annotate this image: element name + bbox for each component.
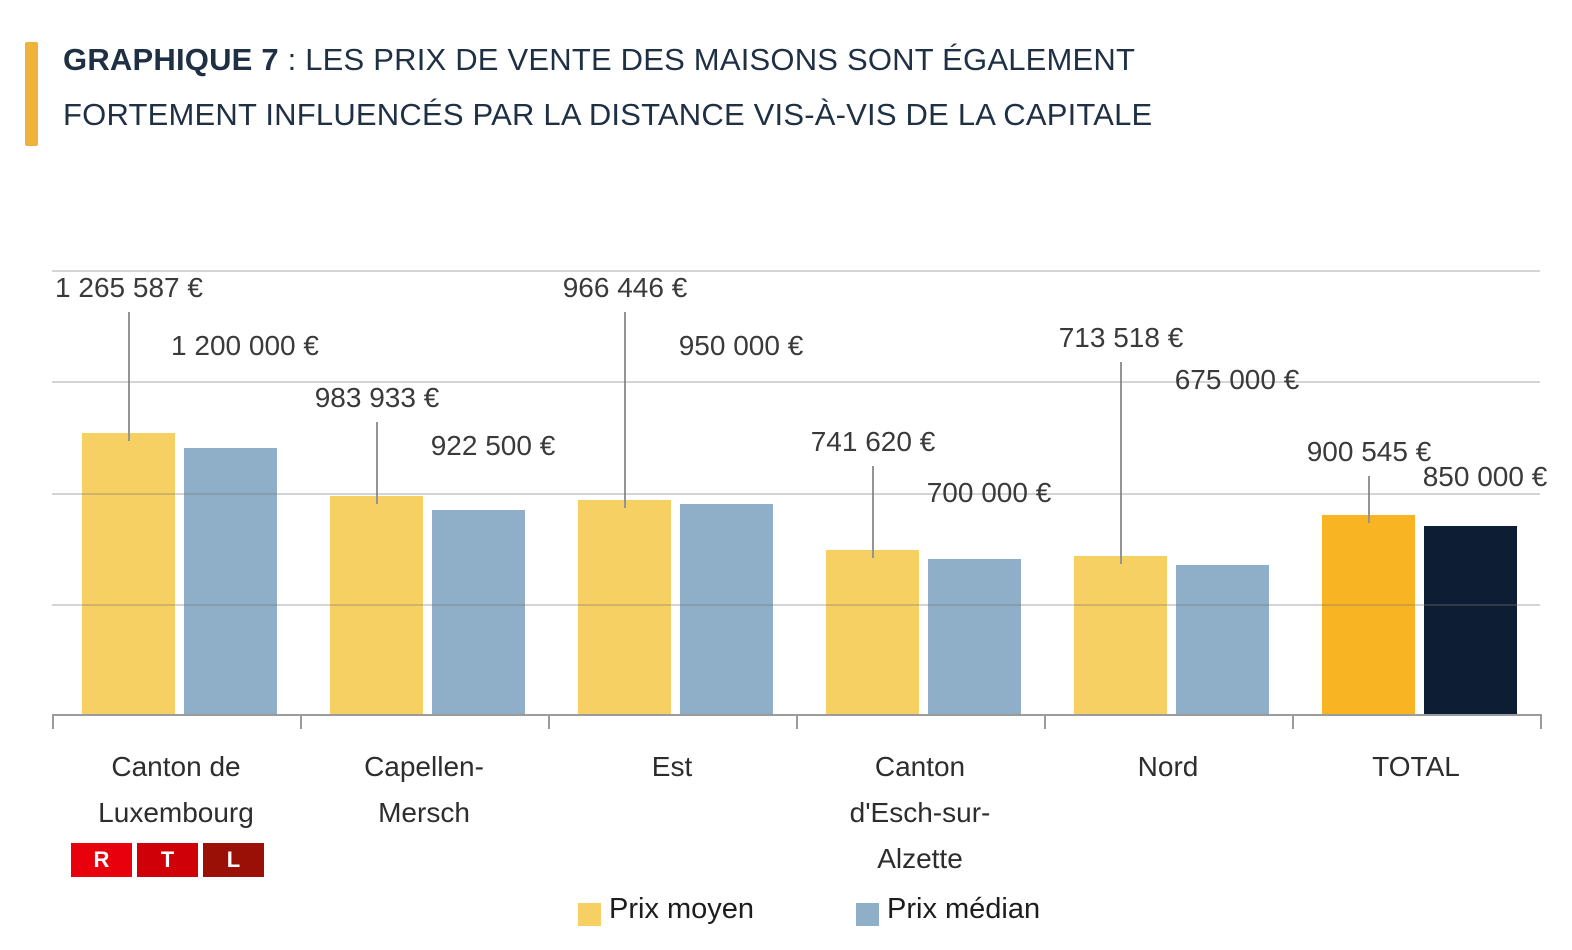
axis-tick — [796, 715, 798, 729]
category-label-line: Canton — [874, 751, 966, 782]
leader-line — [1368, 476, 1370, 523]
rtl-logo: R T L — [71, 843, 264, 877]
category-label-line: TOTAL — [1372, 751, 1460, 782]
category-label: TOTAL — [1372, 744, 1460, 790]
axis-tick — [300, 715, 302, 729]
bar-prix-moyen — [826, 549, 919, 715]
axis-tick — [1044, 715, 1046, 729]
gridline — [52, 381, 1540, 384]
axis-tick — [52, 715, 54, 729]
value-label-prix-median: 1 200 000 € — [171, 330, 319, 361]
value-label-prix-moyen: 1 265 587 € — [55, 272, 203, 303]
rtl-logo-letter-l: L — [203, 843, 264, 877]
category-label-line: d'Esch-sur- — [849, 797, 991, 828]
category-label-line: Luxembourg — [98, 797, 254, 828]
rtl-logo-letter-t: T — [137, 843, 198, 877]
title-accent-bar — [25, 42, 38, 146]
category-label: Nord — [1138, 744, 1199, 790]
gridline — [52, 270, 1540, 272]
page-title-line2: FORTEMENT INFLUENCÉS PAR LA DISTANCE VIS… — [63, 97, 1153, 132]
bar-prix-median — [184, 448, 277, 715]
bar-prix-median — [928, 559, 1021, 715]
value-label-prix-moyen: 966 446 € — [562, 272, 688, 303]
category-label-line: Nord — [1137, 751, 1199, 782]
bar-prix-moyen — [82, 433, 175, 715]
gridline — [52, 603, 1540, 606]
bar-prix-moyen — [1322, 514, 1415, 715]
leader-line — [1120, 362, 1122, 565]
leader-line — [872, 466, 874, 558]
category-label-line: Est — [651, 751, 693, 782]
bar-prix-median — [432, 509, 525, 715]
value-label-prix-median: 850 000 € — [1422, 461, 1548, 492]
value-label-prix-median: 950 000 € — [678, 330, 804, 361]
value-label-prix-moyen: 741 620 € — [810, 426, 936, 457]
page-title-line1-rest: : LES PRIX DE VENTE DES MAISONS SONT ÉGA… — [278, 42, 1136, 77]
leader-line — [128, 312, 130, 442]
value-label-prix-median: 700 000 € — [926, 477, 1052, 508]
rtl-logo-letter-r: R — [71, 843, 132, 877]
value-label-prix-median: 922 500 € — [430, 430, 556, 461]
gridline — [52, 492, 1540, 495]
value-label-prix-median: 675 000 € — [1174, 364, 1300, 395]
axis-tick — [1540, 715, 1542, 729]
category-label-line: Capellen- — [364, 751, 484, 782]
page-title: GRAPHIQUE 7 : LES PRIX DE VENTE DES MAIS… — [63, 42, 1135, 78]
leader-line — [376, 422, 378, 505]
category-label-line: Canton de — [111, 751, 241, 782]
value-label-prix-moyen: 900 545 € — [1306, 436, 1432, 467]
bar-prix-median — [680, 503, 773, 715]
category-label: Canton de Luxembourg — [98, 744, 254, 836]
bar-prix-moyen — [578, 499, 671, 715]
category-label-line: Mersch — [378, 797, 470, 828]
category-label-line: Alzette — [877, 843, 963, 874]
category-label: Est — [652, 744, 692, 790]
bar-prix-moyen — [1074, 556, 1167, 715]
axis-tick — [1292, 715, 1294, 729]
bar-prix-median — [1176, 564, 1269, 715]
value-label-prix-moyen: 713 518 € — [1058, 322, 1184, 353]
bar-prix-median — [1424, 525, 1517, 715]
page-title-bold: GRAPHIQUE 7 — [63, 42, 279, 77]
category-label: Canton d'Esch-sur- Alzette — [850, 744, 991, 882]
value-label-prix-moyen: 983 933 € — [314, 382, 440, 413]
axis-tick — [548, 715, 550, 729]
leader-line — [624, 312, 626, 508]
category-label: Capellen- Mersch — [364, 744, 484, 836]
bar-prix-moyen — [330, 496, 423, 715]
